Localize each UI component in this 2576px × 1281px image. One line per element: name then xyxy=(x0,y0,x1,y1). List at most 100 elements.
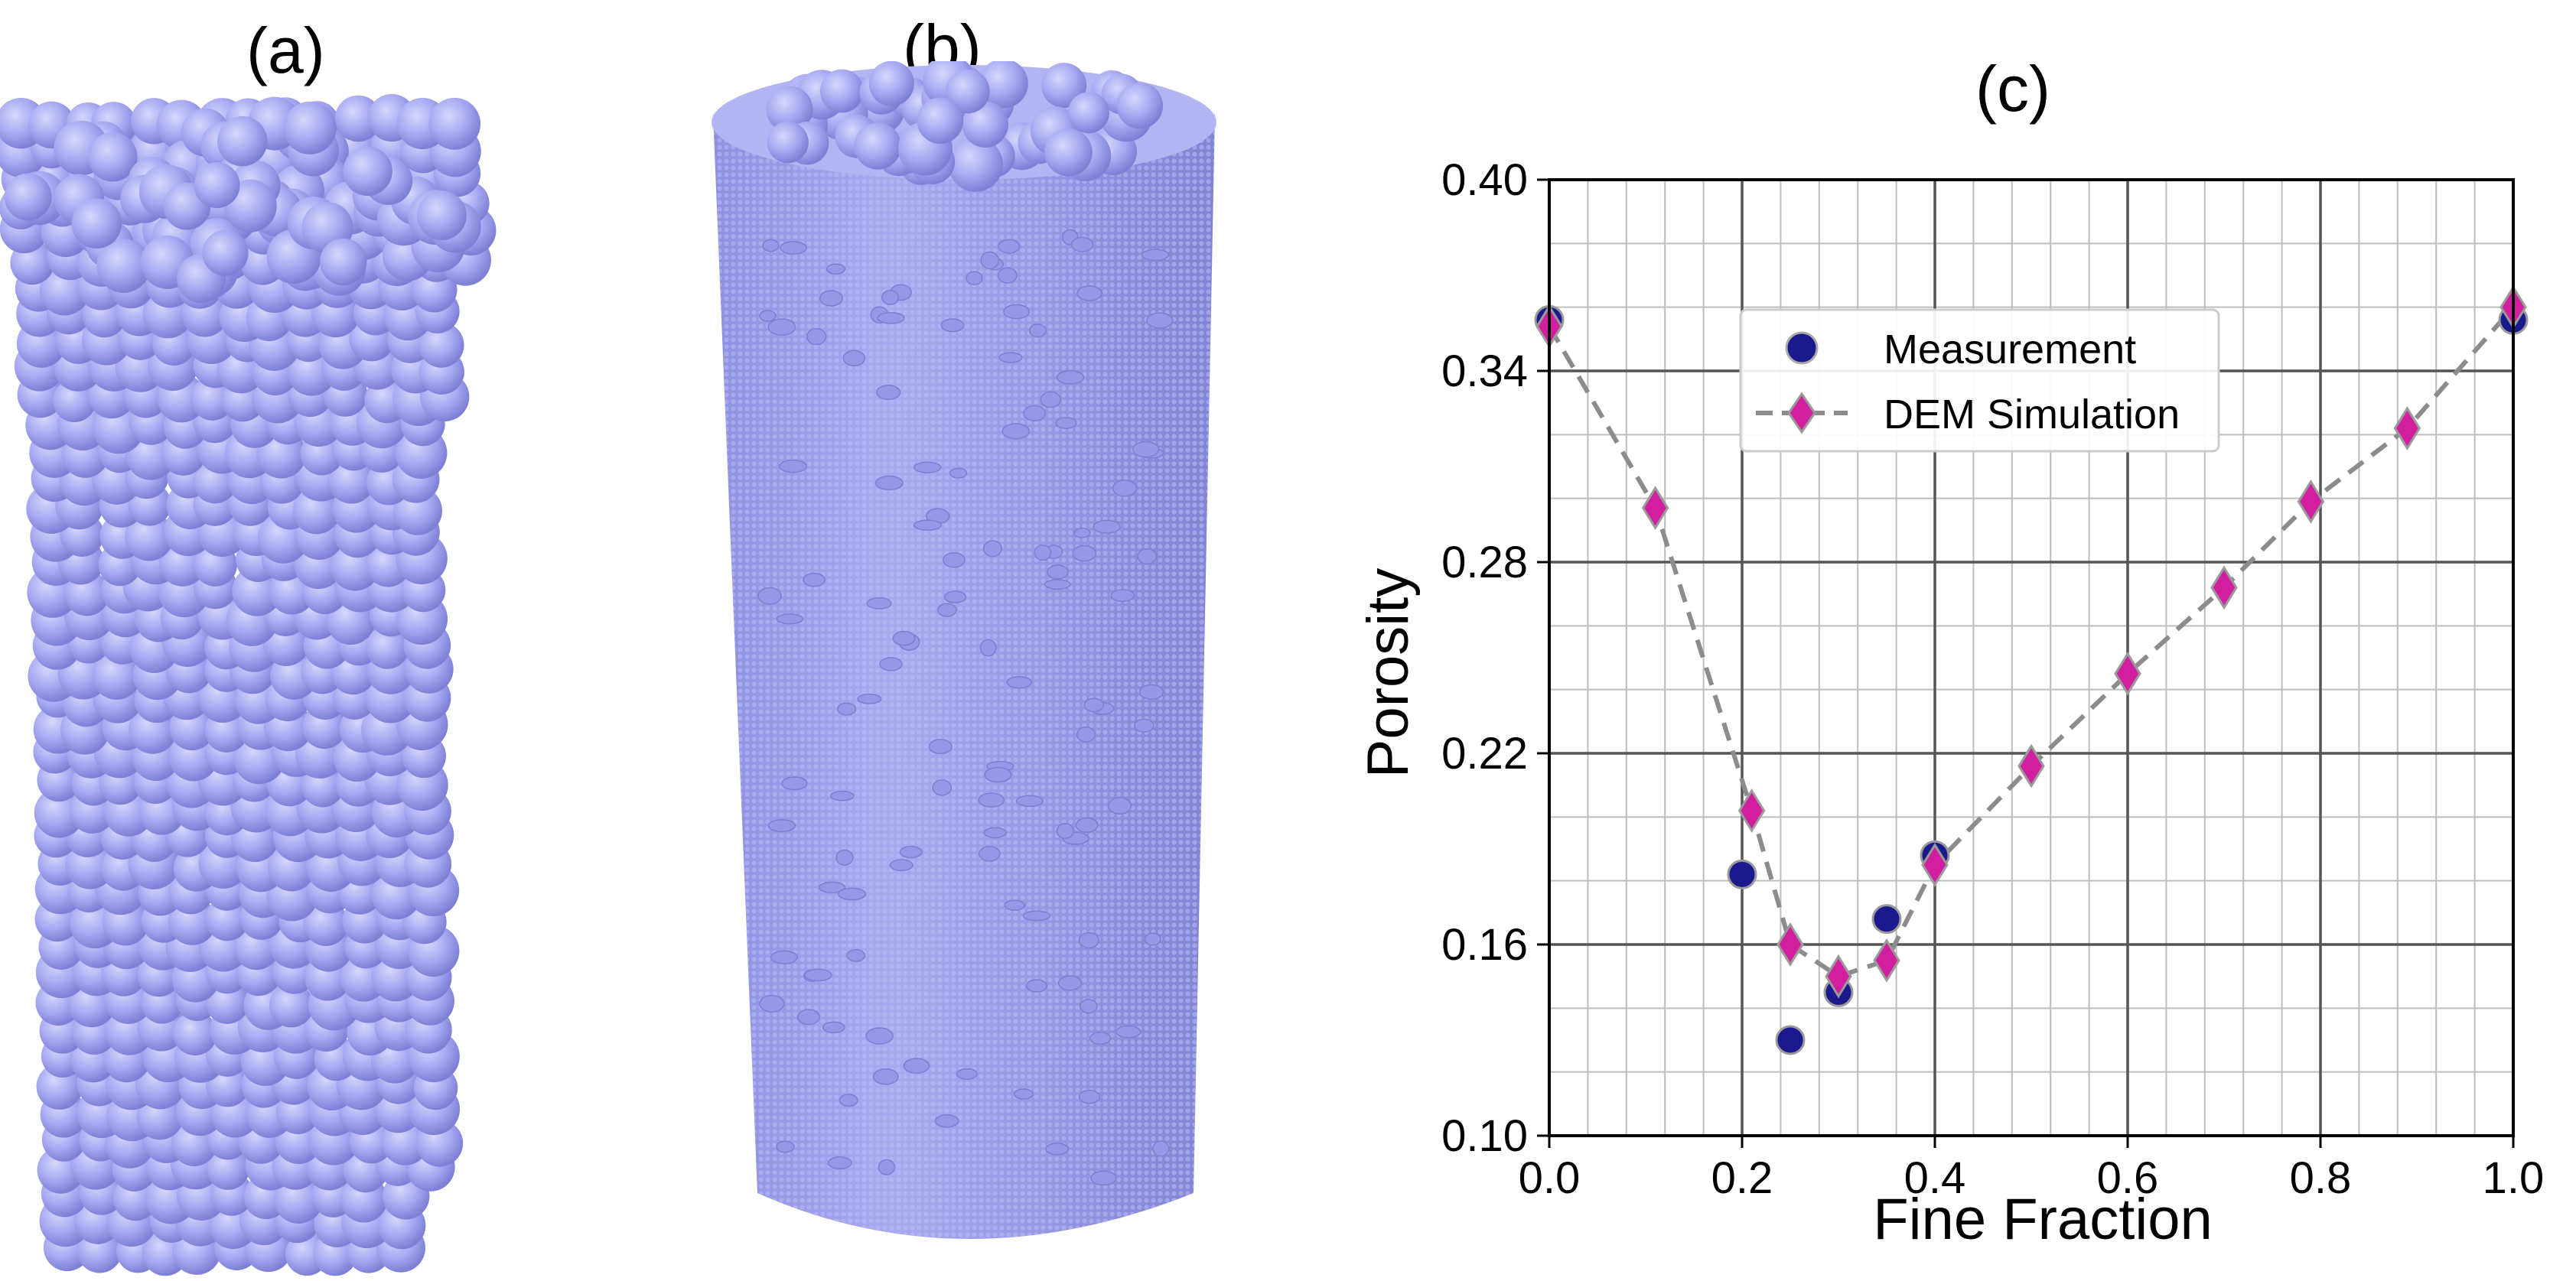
embedded-sphere xyxy=(846,948,865,962)
embedded-sphere xyxy=(892,630,916,646)
sphere xyxy=(854,122,901,170)
x-tick-label: 0.0 xyxy=(1519,1153,1581,1203)
embedded-sphere xyxy=(913,461,942,473)
sphere xyxy=(1067,92,1109,134)
dem-simulation-point xyxy=(2114,651,2141,696)
embedded-sphere xyxy=(1040,391,1061,408)
embedded-sphere xyxy=(956,1068,978,1080)
y-tick-label: 0.34 xyxy=(1441,346,1528,396)
sphere xyxy=(418,322,464,368)
sphere xyxy=(1041,63,1087,109)
coarse-spheres xyxy=(0,93,497,1276)
coarse-particle-packing-render xyxy=(0,93,497,1276)
embedded-sphere xyxy=(767,318,796,336)
embedded-sphere xyxy=(874,475,904,491)
sphere xyxy=(173,1011,217,1056)
porosity-chart: 0.0 0.2 0.4 0.6 0.8 1.0 0.10 0.16 0.22 0.28 0.34 0.… xyxy=(1356,155,2545,1252)
embedded-sphere xyxy=(889,859,913,872)
embedded-sphere xyxy=(1057,975,1083,991)
sphere xyxy=(948,137,1003,192)
panel-label-a: (a) xyxy=(246,15,325,86)
fine-particle-packing-render xyxy=(712,61,1216,1239)
embedded-sphere xyxy=(1112,480,1138,497)
sphere xyxy=(417,190,467,241)
dem-simulation-point xyxy=(1641,486,1669,531)
embedded-sphere xyxy=(1108,797,1132,815)
embedded-sphere xyxy=(835,849,854,866)
embedded-coarse-spheres xyxy=(757,229,1174,1186)
embedded-sphere xyxy=(879,657,903,671)
embedded-sphere xyxy=(1073,528,1091,538)
embedded-sphere xyxy=(1001,423,1031,440)
embedded-sphere xyxy=(1134,718,1154,733)
embedded-sphere xyxy=(1093,519,1121,534)
embedded-sphere xyxy=(1076,726,1096,743)
sphere xyxy=(819,69,864,113)
embedded-sphere xyxy=(1070,236,1094,252)
embedded-sphere xyxy=(998,239,1021,254)
embedded-sphere xyxy=(796,1009,820,1026)
sphere xyxy=(1116,82,1164,129)
embedded-sphere xyxy=(932,779,953,796)
embedded-sphere xyxy=(1044,579,1071,590)
x-tick-label: 0.2 xyxy=(1711,1153,1773,1203)
legend-measurement-label: Measurement xyxy=(1884,327,2136,372)
embedded-sphere xyxy=(819,290,843,307)
sphere xyxy=(767,122,809,164)
sphere xyxy=(962,101,1008,148)
y-tick-label: 0.40 xyxy=(1441,155,1528,205)
top-coarse-spheres xyxy=(766,61,1164,192)
embedded-sphere xyxy=(1144,932,1161,946)
embedded-sphere xyxy=(776,1140,795,1153)
embedded-sphere xyxy=(1115,1025,1141,1039)
embedded-sphere xyxy=(984,766,1012,783)
embedded-sphere xyxy=(877,311,905,324)
sphere xyxy=(366,626,409,669)
embedded-sphere xyxy=(1078,1089,1101,1104)
y-tick-label: 0.22 xyxy=(1441,729,1528,779)
embedded-sphere xyxy=(759,994,785,1013)
sphere xyxy=(868,61,914,106)
sphere xyxy=(283,101,337,154)
legend-measurement-marker xyxy=(1785,331,1819,365)
dem-simulation-point xyxy=(2297,479,2325,524)
embedded-sphere xyxy=(767,819,796,833)
dem-simulation-point xyxy=(1825,954,1852,999)
dem-simulation-point xyxy=(1921,842,1949,887)
embedded-sphere xyxy=(1055,417,1077,429)
embedded-sphere xyxy=(928,739,953,755)
embedded-sphere xyxy=(997,267,1018,284)
embedded-sphere xyxy=(1146,312,1174,329)
embedded-sphere xyxy=(1076,285,1102,301)
embedded-sphere xyxy=(1072,545,1096,562)
sphere xyxy=(320,238,367,286)
embedded-sphere xyxy=(1141,249,1170,262)
embedded-sphere xyxy=(1006,676,1032,689)
embedded-sphere xyxy=(940,318,965,333)
legend-dem-label: DEM Simulation xyxy=(1884,392,2180,437)
embedded-sphere xyxy=(899,845,923,859)
sphere xyxy=(917,97,964,145)
embedded-sphere xyxy=(966,271,983,285)
y-tick-label: 0.16 xyxy=(1441,920,1528,970)
embedded-sphere xyxy=(866,597,892,610)
sphere xyxy=(206,1146,250,1190)
sphere xyxy=(191,376,235,421)
embedded-sphere xyxy=(979,639,997,657)
chart-series xyxy=(1534,284,2529,1055)
measurement-point xyxy=(1775,1025,1806,1055)
embedded-sphere xyxy=(979,846,1001,862)
embedded-sphere xyxy=(838,887,867,901)
embedded-sphere xyxy=(780,241,807,255)
embedded-sphere xyxy=(1137,548,1158,565)
embedded-sphere xyxy=(943,590,966,603)
y-tick-label: 0.28 xyxy=(1441,538,1528,587)
embedded-sphere xyxy=(759,310,777,322)
sphere xyxy=(205,897,249,941)
embedded-sphere xyxy=(837,702,857,716)
embedded-sphere xyxy=(1004,899,1026,911)
embedded-sphere xyxy=(1013,1088,1034,1100)
embedded-sphere xyxy=(804,968,832,982)
embedded-sphere xyxy=(1132,441,1160,458)
x-tick-label: 1.0 xyxy=(2483,1153,2545,1203)
